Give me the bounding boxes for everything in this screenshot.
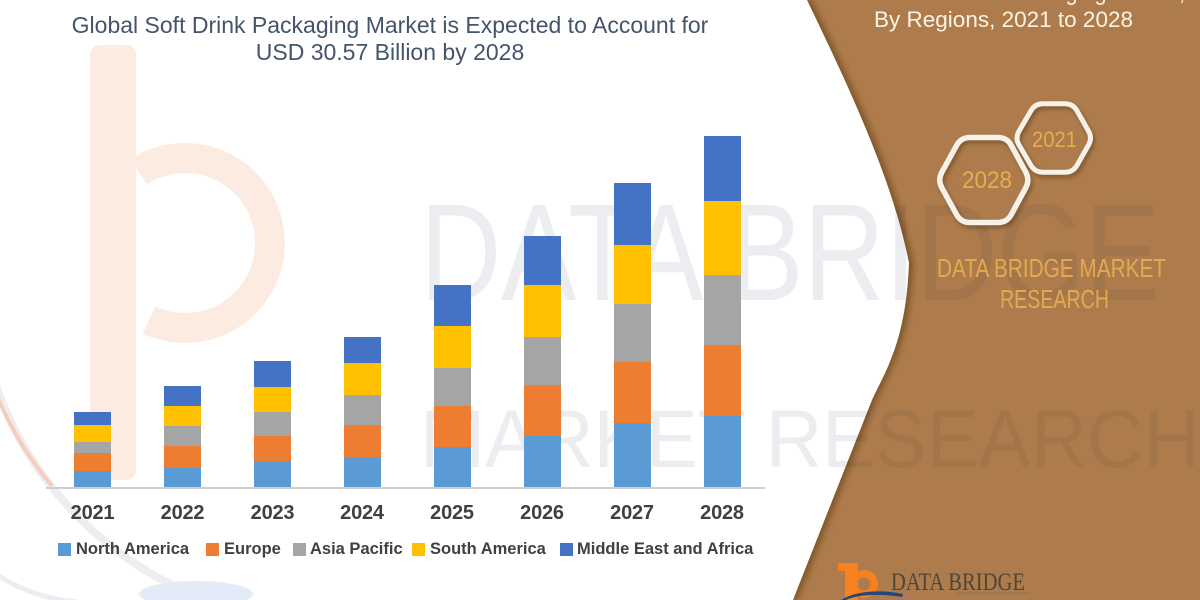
svg-text:Global Soft Drink Packaging Ma: Global Soft Drink Packaging Market, [835,0,1185,6]
svg-text:RESEARCH: RESEARCH [1000,284,1109,314]
svg-text:2028: 2028 [962,167,1012,194]
svg-text:DATA BRIDGE MARKET: DATA BRIDGE MARKET [937,253,1166,283]
svg-text:DATA BRIDGE: DATA BRIDGE [891,569,1025,596]
svg-text:MARKET RESEARCH: MARKET RESEARCH [420,394,1200,485]
svg-text:2021: 2021 [1032,127,1077,152]
svg-text:By Regions, 2021 to 2028: By Regions, 2021 to 2028 [874,7,1133,32]
